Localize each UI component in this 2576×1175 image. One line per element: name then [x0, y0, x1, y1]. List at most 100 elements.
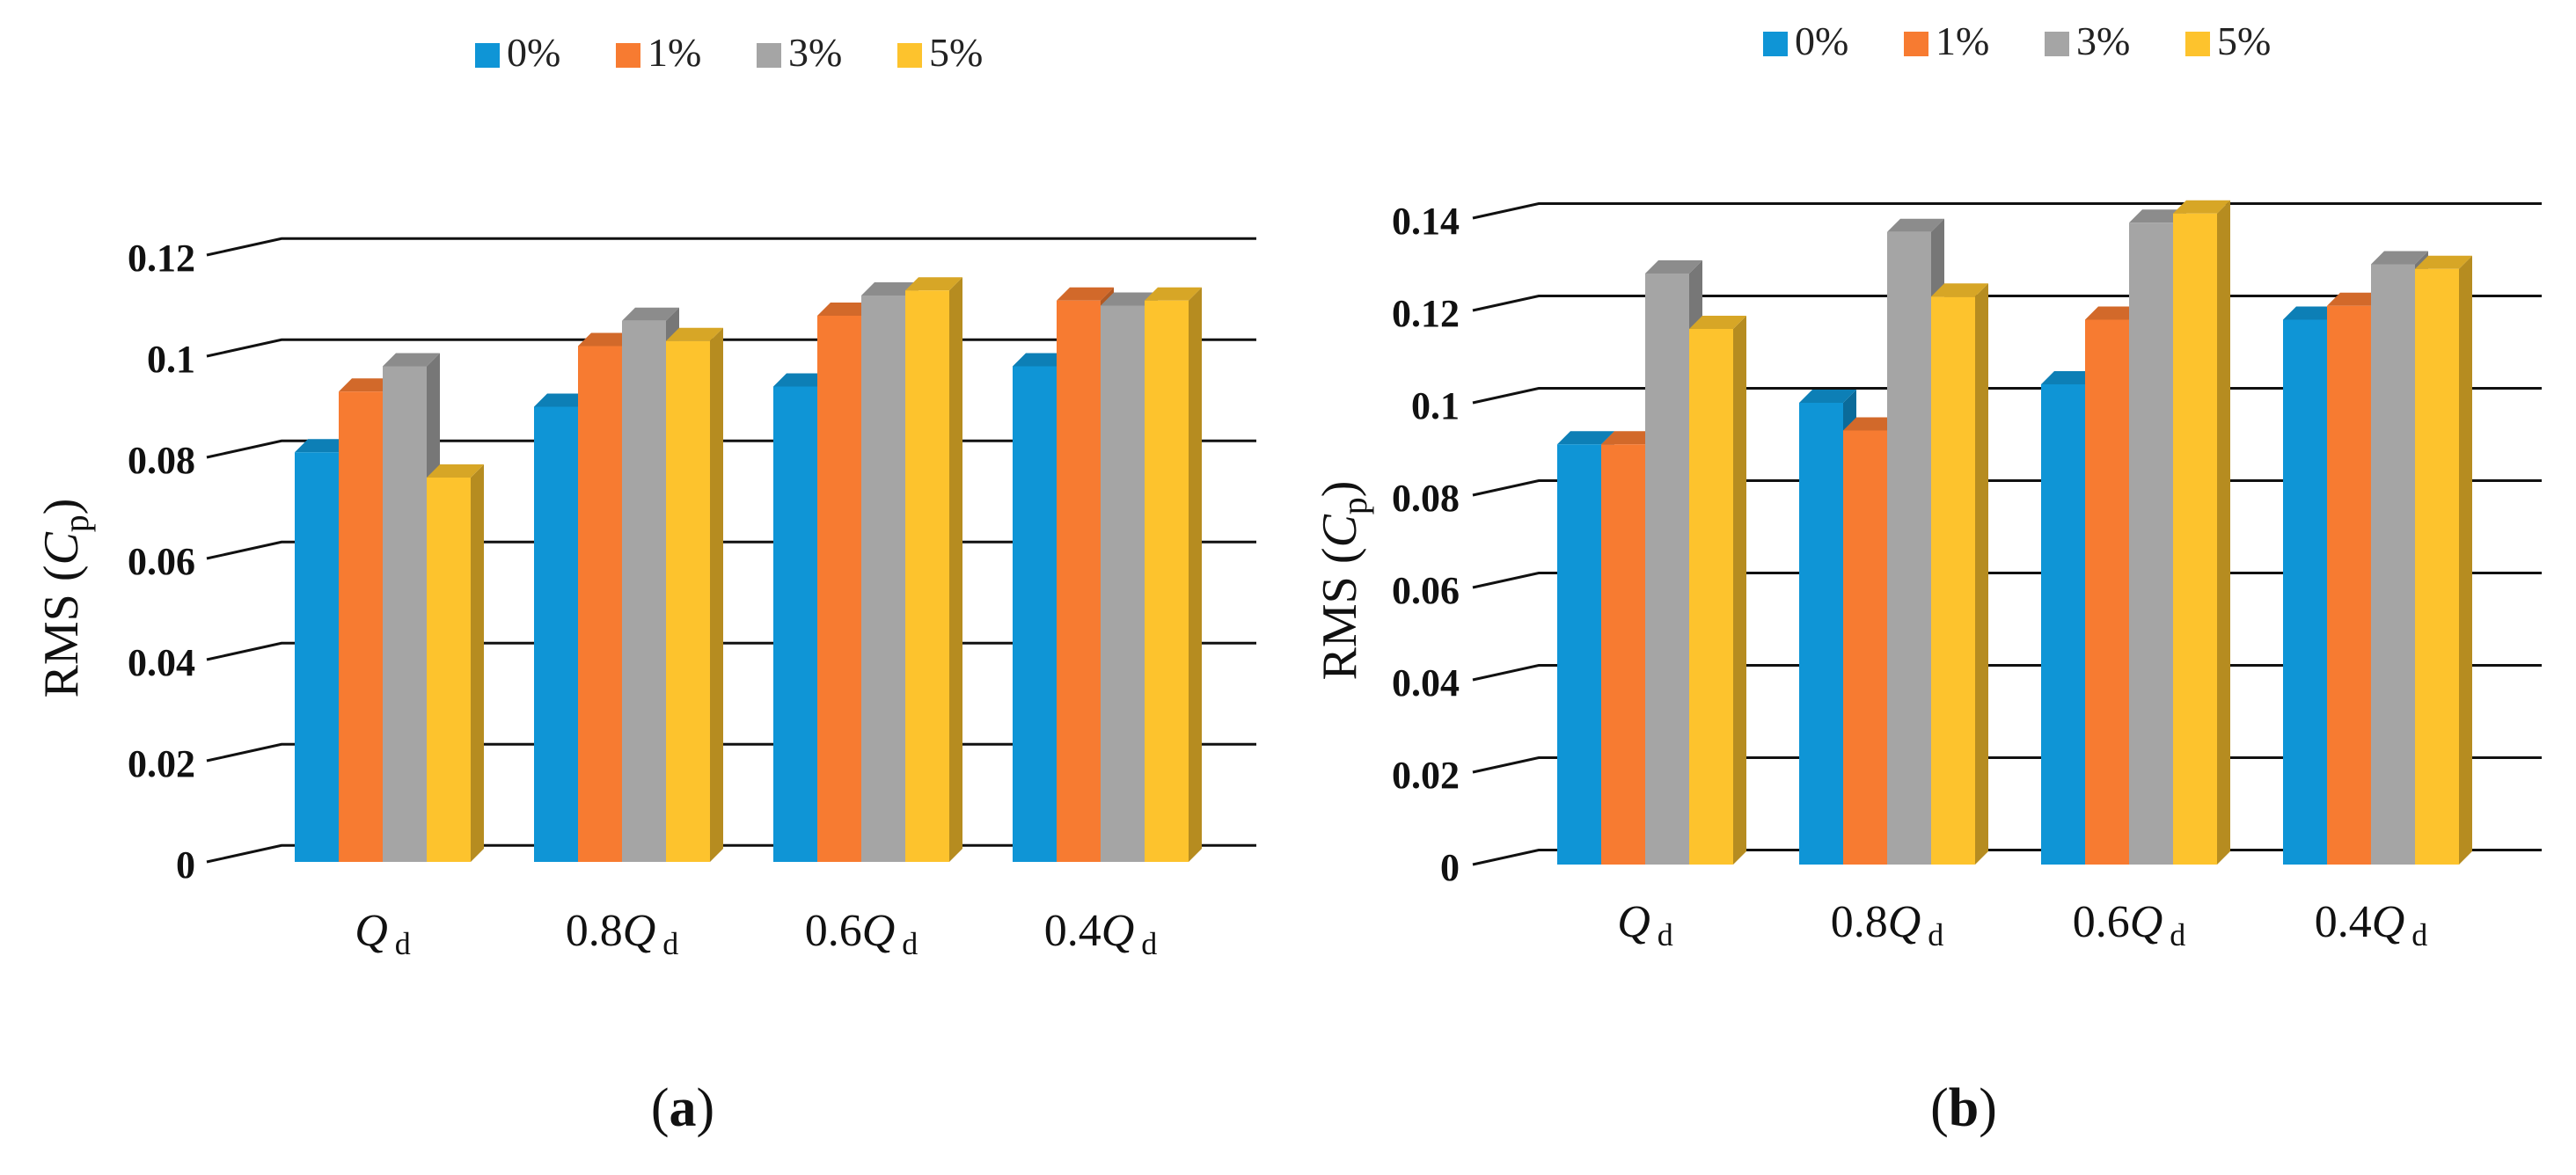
bar-front — [861, 296, 905, 862]
y-tick-label: 0.06 — [1392, 569, 1460, 612]
x-tick-coef: 0.6 — [2073, 897, 2130, 947]
bar-top — [1057, 287, 1114, 301]
bar-top — [622, 307, 679, 321]
y-tick-label: 0.12 — [1392, 292, 1460, 335]
x-tick-coef: 0.8 — [566, 906, 623, 956]
bar-side — [2217, 200, 2230, 865]
bar-top — [2129, 209, 2186, 223]
y-axis-label-prefix: RMS ( — [1313, 548, 1367, 681]
legend-swatch — [757, 43, 781, 68]
gridline — [1472, 202, 2542, 220]
bar-top — [1843, 417, 1900, 431]
bar-top — [1689, 316, 1746, 329]
y-tick-label: 0.1 — [147, 338, 195, 381]
bars — [1557, 200, 2472, 865]
y-axis-label: RMS (Cp) — [34, 499, 96, 698]
panel-label-a: (a) — [650, 1078, 715, 1138]
x-tick-symbol: Q — [862, 906, 896, 956]
legend-swatch — [2045, 32, 2069, 56]
bar-top — [666, 327, 723, 341]
y-tick-label: 0 — [1440, 846, 1460, 889]
y-tick-label: 0.02 — [128, 742, 195, 785]
bar-top — [1557, 431, 1614, 445]
x-tick-label: 0.4Q d — [1044, 906, 1158, 961]
bar-front — [1799, 403, 1843, 865]
y-tick-label: 0.1 — [1411, 384, 1460, 427]
y-tick-label: 0.08 — [1392, 477, 1460, 520]
y-axis-label-symbol: C — [34, 532, 89, 566]
bar-front — [2173, 213, 2217, 865]
bar-front — [2129, 223, 2173, 865]
bar-front — [2371, 264, 2415, 865]
bar-front — [1601, 444, 1645, 865]
x-tick-symbol: Q — [1101, 906, 1135, 956]
legend-swatch — [1904, 32, 1928, 56]
x-tick-symbol: Q — [1888, 897, 1921, 947]
bar-front — [1689, 329, 1733, 865]
bar-front — [1057, 300, 1101, 862]
bar-top — [861, 282, 918, 296]
x-tick-label: 0.4Q d — [2315, 897, 2428, 952]
y-tick-label: 0.08 — [128, 439, 195, 482]
bar-front — [1645, 274, 1689, 865]
x-tick-symbol: Q — [623, 906, 656, 956]
bar-front — [1557, 444, 1601, 865]
bar — [1145, 287, 1202, 862]
bar-front — [534, 406, 578, 862]
bar-top — [1887, 218, 1944, 232]
bar-front — [2041, 384, 2085, 865]
x-tick-subscript: d — [2411, 917, 2427, 952]
panel-label-b: (b) — [1930, 1078, 1997, 1138]
bar-top — [1145, 287, 1202, 301]
x-tick-label: 0.6Q d — [2073, 897, 2186, 952]
bar-top — [905, 277, 962, 291]
bar-front — [295, 452, 339, 862]
y-axis-label-suffix: ) — [34, 499, 89, 515]
bar-top — [534, 393, 591, 407]
bar-side — [1975, 283, 1988, 865]
bar-front — [1931, 296, 1975, 865]
chart-b: 00.020.040.060.080.10.120.14Q d 0.8Q d 0.6Q d… — [1313, 18, 2542, 952]
y-tick-label: 0.04 — [1392, 661, 1460, 704]
x-tick-symbol: Q — [355, 906, 388, 956]
bar-top — [578, 332, 635, 347]
x-tick-coef: 0.8 — [1831, 897, 1888, 947]
x-tick-label: 0.8Q d — [1831, 897, 1944, 952]
bar-front — [578, 346, 622, 862]
bar-front — [339, 391, 383, 862]
chart-a: 00.020.040.060.080.10.12Q d 0.8Q d 0.6Q d 0.4Q… — [34, 30, 1256, 961]
y-axis-label-prefix: RMS ( — [34, 566, 89, 698]
bar-side — [2459, 255, 2472, 865]
x-tick-coef: 0.4 — [1044, 906, 1101, 956]
legend-swatch — [2185, 32, 2210, 56]
legend-label: 0% — [507, 30, 560, 75]
bar — [905, 277, 962, 862]
y-axis-label: RMS (Cp) — [1313, 481, 1374, 681]
bar-top — [295, 439, 352, 453]
y-axis-label-suffix: ) — [1313, 481, 1367, 498]
gridlines — [206, 237, 1256, 864]
x-tick-coef: 0.4 — [2315, 897, 2372, 947]
x-tick-symbol: Q — [2372, 897, 2405, 947]
bar-top — [1645, 260, 1702, 274]
bar-front — [2283, 319, 2327, 865]
bar-front — [2327, 305, 2371, 865]
x-tick-symbol: Q — [2130, 897, 2163, 947]
bar-front — [622, 320, 666, 862]
bar-side — [710, 327, 723, 862]
x-tick-subscript: d — [1928, 917, 1943, 952]
bar-front — [1145, 300, 1189, 862]
bars — [295, 277, 1202, 862]
bar-front — [905, 290, 949, 862]
bar-top — [1601, 431, 1658, 445]
legend-label: 5% — [2217, 18, 2271, 63]
bar-front — [427, 478, 471, 862]
bar-side — [1189, 287, 1202, 862]
bar-front — [1101, 305, 1145, 862]
y-tick-label: 0.12 — [128, 237, 195, 280]
legend-label: 5% — [929, 30, 983, 75]
y-tick-label: 0.02 — [1392, 754, 1460, 797]
legend-swatch — [897, 43, 922, 68]
